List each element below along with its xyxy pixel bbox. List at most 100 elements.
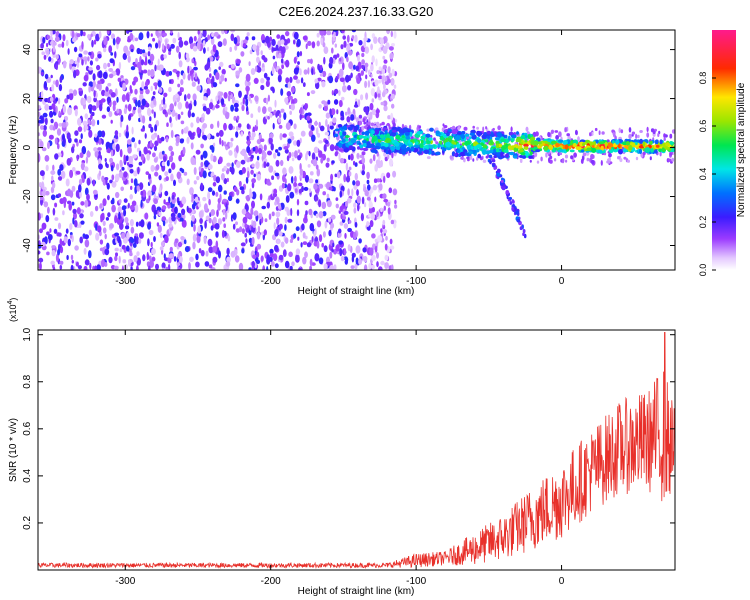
noise-cell <box>307 40 312 47</box>
noise-cell <box>119 159 123 167</box>
noise-cell <box>271 211 275 217</box>
noise-cell <box>105 86 109 92</box>
noise-cell <box>280 88 284 96</box>
signal-cell <box>562 140 568 145</box>
noise-cell <box>363 255 368 263</box>
noise-cell <box>325 112 331 119</box>
signal-cell <box>451 140 455 145</box>
haze-cell <box>558 131 562 138</box>
noise-cell <box>95 33 100 42</box>
signal-cell <box>379 134 385 139</box>
noise-cell <box>284 216 288 224</box>
noise-cell <box>219 137 222 145</box>
noise-cell <box>46 34 51 40</box>
noise-cell <box>287 138 292 144</box>
noise-cell <box>138 182 144 191</box>
noise-cell <box>44 155 50 162</box>
noise-cell <box>127 202 130 209</box>
signal-cell <box>455 135 461 141</box>
noise-cell <box>39 228 43 234</box>
noise-cell <box>49 228 52 233</box>
noise-cell <box>341 30 345 34</box>
noise-cell <box>210 171 215 177</box>
noise-cell <box>162 43 165 51</box>
noise-cell <box>293 31 299 40</box>
noise-cell <box>373 36 378 44</box>
noise-cell <box>40 198 43 206</box>
noise-cell <box>141 81 145 90</box>
noise-cell <box>57 143 60 150</box>
noise-cell <box>256 173 262 181</box>
noise-cell <box>273 188 278 195</box>
noise-cell <box>342 35 347 40</box>
noise-cell <box>198 248 202 254</box>
noise-cell <box>348 166 352 171</box>
noise-cell <box>183 40 189 46</box>
noise-cell <box>96 100 100 109</box>
noise-cell <box>228 150 233 156</box>
noise-cell <box>352 180 356 186</box>
snr-panel: -300 -200 -100 0 0.20.40.60.81.0 Height of … <box>7 298 676 597</box>
noise-cell <box>121 244 126 250</box>
noise-cell <box>203 47 206 54</box>
noise-cell <box>195 149 201 155</box>
noise-cell <box>355 117 360 123</box>
signal-cell <box>469 132 475 136</box>
noise-cell <box>203 203 208 212</box>
noise-cell <box>293 39 296 45</box>
noise-cell <box>59 260 64 265</box>
signal-cell <box>504 134 508 139</box>
noise-cell <box>278 124 283 129</box>
haze-cell <box>547 131 551 138</box>
noise-cell <box>324 139 329 145</box>
noise-cell <box>132 106 137 111</box>
haze-cell <box>635 133 638 139</box>
noise-cell <box>153 236 156 242</box>
noise-cell <box>140 128 145 132</box>
noise-cell <box>257 106 261 113</box>
noise-cell <box>79 213 84 219</box>
noise-cell <box>224 106 228 112</box>
y-tick-label: 40 <box>22 44 33 56</box>
noise-cell <box>76 141 79 147</box>
noise-cell <box>86 151 91 158</box>
noise-cell <box>89 262 92 270</box>
noise-cell <box>288 151 292 159</box>
noise-cell <box>53 228 58 234</box>
noise-cell <box>69 232 73 236</box>
noise-cell <box>392 170 397 178</box>
noise-cell <box>369 220 374 228</box>
signal-cell <box>548 144 554 151</box>
noise-cell <box>77 117 82 126</box>
noise-cell <box>102 220 106 226</box>
noise-cell <box>325 119 328 127</box>
noise-cell <box>177 200 181 206</box>
noise-cell <box>296 139 301 147</box>
noise-cell <box>236 115 240 121</box>
noise-cell <box>278 254 284 261</box>
signal-cell <box>533 141 539 146</box>
noise-cell <box>304 200 309 206</box>
signal-cell <box>358 129 362 133</box>
noise-cell <box>361 170 366 176</box>
haze-cell <box>659 151 662 157</box>
noise-cell <box>67 238 72 247</box>
noise-cell <box>196 127 201 135</box>
noise-cell <box>235 228 241 233</box>
noise-cell <box>118 61 122 70</box>
snr-multiplier-close: ) <box>8 298 18 301</box>
noise-cell <box>123 209 127 217</box>
noise-cell <box>161 267 165 270</box>
noise-cell <box>288 95 293 100</box>
noise-cell <box>40 241 46 247</box>
noise-cell <box>393 221 397 229</box>
noise-cell <box>101 89 106 97</box>
haze-cell <box>463 157 466 163</box>
noise-cell <box>130 226 135 234</box>
noise-cell <box>257 225 261 233</box>
noise-cell <box>381 91 386 98</box>
noise-cell <box>274 229 279 237</box>
noise-cell <box>376 252 379 259</box>
noise-cell <box>387 66 391 74</box>
noise-cell <box>388 46 394 51</box>
